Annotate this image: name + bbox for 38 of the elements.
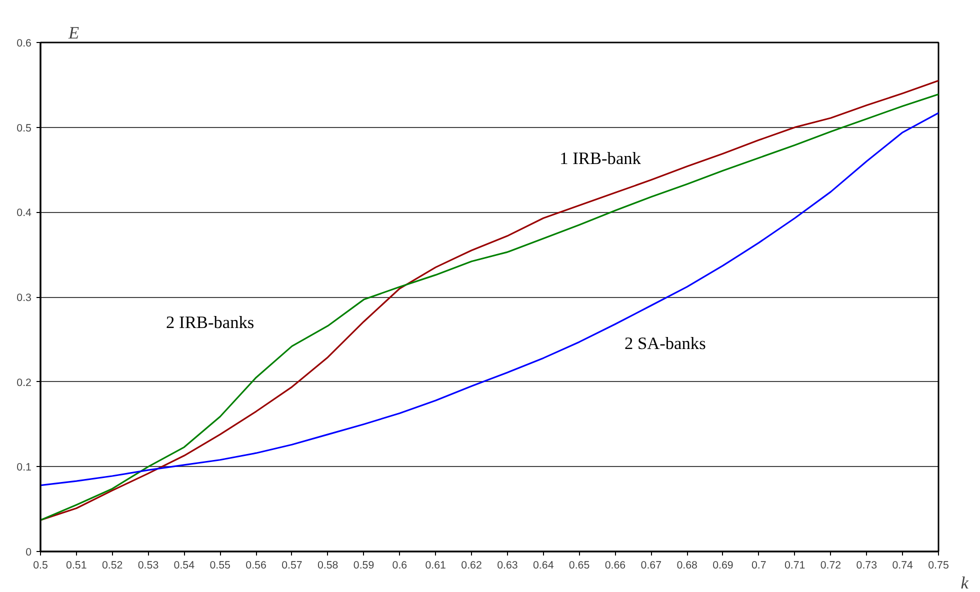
x-tick-label: 0.58 <box>317 560 338 572</box>
series-label: 2 SA-banks <box>624 334 706 353</box>
x-tick-label: 0.56 <box>246 560 266 572</box>
x-tick-label: 0.7 <box>751 560 766 572</box>
x-tick-label: 0.57 <box>282 560 302 572</box>
x-tick-label: 0.65 <box>568 560 590 572</box>
x-tick-label: 0.55 <box>210 560 231 572</box>
y-tick-label: 0.5 <box>16 122 32 134</box>
x-tick-label: 0.6 <box>392 560 408 572</box>
x-tick-label: 0.53 <box>138 560 159 572</box>
x-tick-label: 0.73 <box>856 560 878 572</box>
x-tick-label: 0.75 <box>928 560 949 572</box>
x-tick-label: 0.66 <box>604 560 626 572</box>
x-tick-label: 0.51 <box>66 560 87 572</box>
x-tick-label: 0.62 <box>461 560 482 572</box>
x-tick-label: 0.72 <box>820 560 842 572</box>
x-tick-label: 0.71 <box>784 560 806 572</box>
x-tick-label: 0.5 <box>33 560 48 572</box>
x-axis-title: k <box>960 574 969 592</box>
y-tick-label: 0.2 <box>16 376 32 389</box>
x-tick-label: 0.67 <box>640 560 662 572</box>
x-tick-label: 0.63 <box>497 560 518 572</box>
y-tick-label: 0.1 <box>16 462 32 474</box>
x-tick-label: 0.74 <box>892 560 914 572</box>
y-axis-title: E <box>68 24 80 42</box>
y-tick-label: 0.3 <box>16 292 32 304</box>
x-tick-label: 0.64 <box>533 560 554 572</box>
y-tick-label: 0 <box>26 546 32 558</box>
x-tick-label: 0.61 <box>425 560 446 572</box>
series-label: 1 IRB-bank <box>560 148 642 168</box>
x-tick-label: 0.68 <box>676 560 698 572</box>
x-tick-label: 0.69 <box>712 560 734 572</box>
y-tick-label: 0.4 <box>16 207 32 220</box>
x-tick-label: 0.52 <box>102 560 123 572</box>
y-tick-label: 0.6 <box>16 38 32 50</box>
x-tick-label: 0.59 <box>353 560 374 572</box>
x-tick-label: 0.54 <box>174 560 195 572</box>
text: 2 IRB-banks <box>166 313 254 332</box>
